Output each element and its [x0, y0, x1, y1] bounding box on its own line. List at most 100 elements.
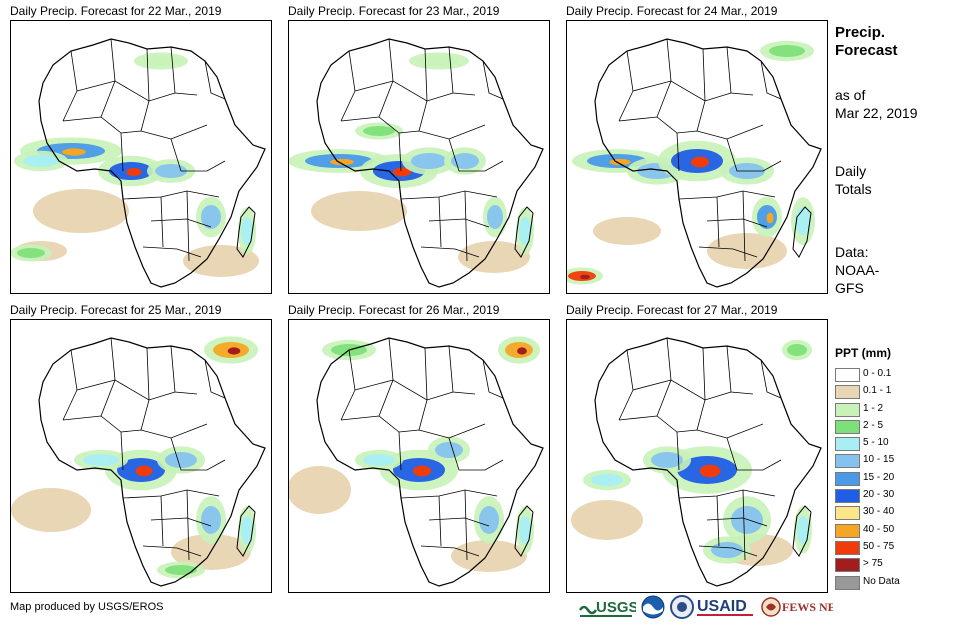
forecast-panel-23-mar: Daily Precip. Forecast for 23 Mar., 2019 — [288, 4, 550, 294]
rain-area — [23, 155, 59, 167]
country-border — [62, 50, 78, 122]
rain-area — [591, 474, 623, 486]
rain-area — [143, 56, 179, 66]
country-border — [100, 38, 116, 118]
legend-swatch — [835, 471, 860, 486]
legend-swatch — [835, 489, 860, 504]
madagascar-outline — [514, 505, 534, 557]
rain-area — [363, 454, 395, 466]
country-border — [62, 415, 208, 439]
country-border — [676, 431, 680, 471]
legend-item: No Data — [835, 574, 900, 591]
legend-label: 30 - 40 — [863, 506, 895, 518]
dry-area — [11, 488, 91, 532]
map-credit: Map produced by USGS/EROS — [10, 601, 164, 613]
country-border — [618, 415, 764, 439]
country-border — [170, 345, 198, 395]
panel-title: Daily Precip. Forecast for 23 Mar., 2019 — [288, 4, 500, 18]
panel-title: Daily Precip. Forecast for 26 Mar., 2019 — [288, 303, 500, 317]
country-border — [698, 246, 758, 258]
country-border — [464, 489, 468, 561]
rain-area — [155, 164, 187, 178]
country-border — [760, 359, 782, 399]
dry-area — [593, 217, 661, 245]
legend-item: 10 - 15 — [835, 452, 894, 469]
dry-area — [311, 191, 407, 231]
country-border — [400, 489, 498, 499]
legend-label: > 75 — [863, 558, 883, 570]
rain-core — [517, 347, 527, 355]
country-border — [656, 38, 672, 118]
panel-title: Daily Precip. Forecast for 25 Mar., 2019 — [10, 303, 222, 317]
country-border — [140, 347, 150, 431]
country-border — [438, 196, 442, 248]
legend-swatch — [835, 419, 860, 434]
rain-area — [731, 506, 763, 534]
legend-label: 5 - 10 — [863, 437, 889, 449]
country-border — [698, 545, 758, 557]
country-border — [726, 437, 782, 471]
legend-swatch — [835, 523, 860, 538]
country-border — [378, 337, 394, 417]
country-border — [186, 489, 190, 561]
precip-map-canvas — [11, 38, 266, 288]
rain-core — [699, 464, 721, 478]
sidebar-asof-line1: as of — [835, 87, 866, 103]
precip-map — [566, 319, 828, 593]
legend-item: 5 - 10 — [835, 435, 891, 452]
country-border — [716, 495, 720, 547]
country-border — [656, 337, 672, 417]
country-border — [742, 489, 746, 561]
rain-core — [135, 465, 153, 477]
partner-logos: USGS USAID FEWS NET — [578, 594, 833, 622]
rain-core — [62, 148, 86, 156]
country-border — [204, 60, 226, 100]
legend-swatch — [835, 506, 860, 521]
country-border — [150, 218, 212, 228]
panel-title: Daily Precip. Forecast for 27 Mar., 2019 — [566, 303, 778, 317]
country-border — [160, 495, 164, 547]
country-border — [340, 50, 356, 122]
dry-area — [289, 466, 351, 514]
country-border — [100, 337, 116, 417]
legend-label: 15 - 20 — [863, 471, 895, 483]
precip-map — [10, 20, 272, 294]
precip-legend: PPT (mm) 0 - 0.1 0.1 - 1 1 - 2 2 - 5 5 - 10 1… — [835, 346, 900, 591]
country-border — [354, 379, 454, 401]
legend-swatch — [835, 575, 860, 590]
madagascar-outline — [792, 505, 812, 557]
country-border — [378, 38, 394, 118]
precip-map-canvas — [567, 38, 822, 288]
madagascar-outline — [514, 206, 534, 258]
sidebar-totals-line1: Daily — [835, 163, 867, 179]
usaid-logo: USAID — [697, 598, 753, 616]
dos-seal-logo — [670, 595, 694, 619]
country-border — [726, 46, 754, 96]
country-border — [122, 190, 220, 200]
legend-swatch — [835, 368, 860, 382]
legend-item: 2 - 5 — [835, 418, 891, 435]
forecast-panel-27-mar: Daily Precip. Forecast for 27 Mar., 2019 — [566, 303, 828, 593]
sidebar-asof-line2: Mar 22, 2019 — [835, 105, 918, 121]
country-border — [186, 190, 190, 262]
sidebar-data-line2: NOAA- — [835, 262, 880, 278]
precip-map — [10, 319, 272, 593]
country-border — [726, 138, 782, 172]
dry-area — [33, 189, 129, 233]
madagascar-outline — [792, 206, 812, 258]
rain-area — [201, 506, 221, 534]
country-border — [122, 489, 220, 499]
country-border — [340, 116, 486, 140]
legend-swatch — [835, 540, 860, 555]
legend-item: 0.1 - 1 — [835, 383, 891, 400]
country-border — [438, 495, 442, 547]
sidebar-totals: Daily Totals — [835, 162, 872, 198]
legend-item: 15 - 20 — [835, 470, 895, 487]
dry-area — [451, 540, 527, 572]
fews-net-logo-text: FEWS NET — [782, 600, 833, 614]
country-border — [62, 349, 78, 421]
country-border — [420, 246, 480, 258]
precip-map-canvas — [571, 337, 822, 587]
country-border — [760, 60, 782, 100]
madagascar-outline — [236, 206, 256, 258]
